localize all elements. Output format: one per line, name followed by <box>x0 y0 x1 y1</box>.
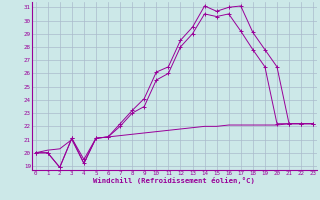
X-axis label: Windchill (Refroidissement éolien,°C): Windchill (Refroidissement éolien,°C) <box>93 178 255 184</box>
